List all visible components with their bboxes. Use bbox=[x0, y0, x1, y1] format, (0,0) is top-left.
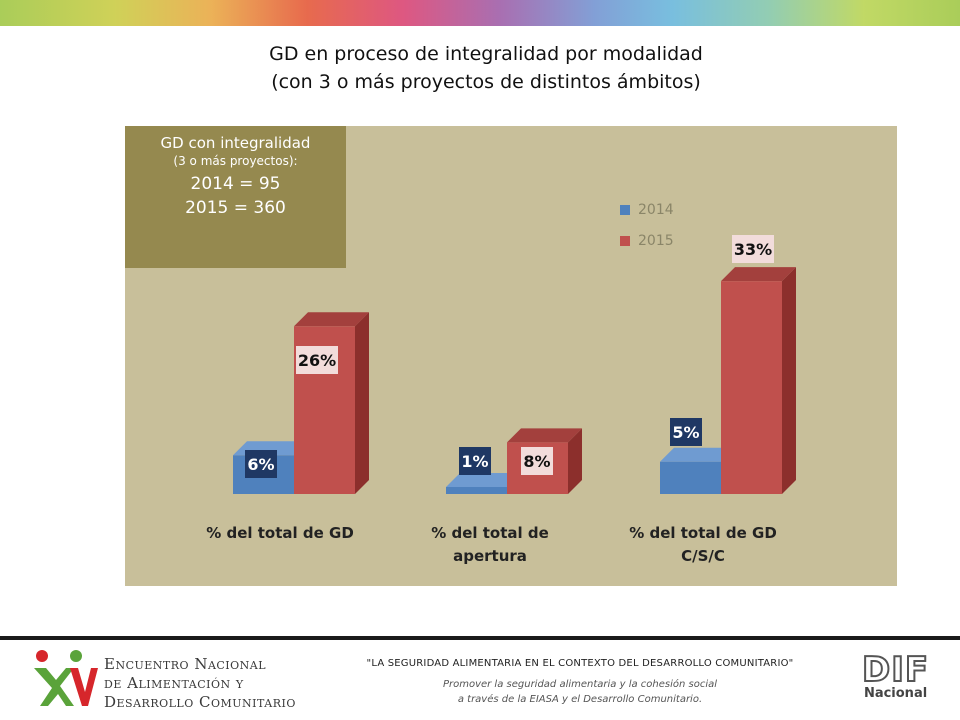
legend-item-2014: 2014 bbox=[620, 202, 674, 218]
info-line-2: (3 o más proyectos): bbox=[173, 154, 298, 168]
bar-2014-2-top bbox=[660, 447, 735, 462]
data-label-2015-1: 8% bbox=[523, 452, 550, 471]
footer bbox=[0, 640, 960, 720]
legend-label-2014: 2014 bbox=[638, 202, 674, 218]
bar-2015-0-side bbox=[355, 312, 369, 494]
data-label-2015-2: 33% bbox=[734, 240, 772, 259]
data-label-bg-2014-0 bbox=[245, 450, 277, 478]
title-line-2: (con 3 o más proyectos de distintos ámbi… bbox=[271, 71, 701, 93]
bar-2014-1-top bbox=[446, 473, 521, 487]
category-label-csc: % del total de GD C/S/C bbox=[629, 524, 777, 565]
info-line-3: 2014 = 95 bbox=[190, 174, 281, 194]
category-label-apertura: % del total de apertura bbox=[431, 524, 549, 565]
legend-label-2015: 2015 bbox=[638, 233, 674, 249]
data-label-bg-2014-1 bbox=[459, 447, 491, 475]
event-line-1: Encuentro Nacional bbox=[104, 655, 267, 673]
bar-2014-1 bbox=[446, 487, 507, 494]
info-line-1: GD con integralidad bbox=[160, 134, 311, 152]
title-line-1: GD en proceso de integralidad por modali… bbox=[269, 43, 703, 65]
data-label-2014-0: 6% bbox=[247, 455, 274, 474]
data-label-bg-2014-2 bbox=[670, 418, 702, 446]
integralidad-info-box: GD con integralidad (3 o más proyectos):… bbox=[125, 126, 346, 268]
motto-sub-1: Promover la seguridad alimentaria y la c… bbox=[442, 679, 718, 690]
data-label-bg-2015-0 bbox=[296, 346, 338, 374]
data-label-bg-2015-1 bbox=[521, 447, 553, 475]
data-label-2014-2: 5% bbox=[672, 423, 699, 442]
info-line-4: 2015 = 360 bbox=[185, 198, 286, 218]
legend-swatch-2014 bbox=[620, 205, 630, 215]
dif-logo-word: DIF bbox=[861, 650, 930, 690]
event-line-3: Desarrollo Comunitario bbox=[104, 693, 296, 711]
slide-title: GD en proceso de integralidad por modali… bbox=[0, 40, 960, 96]
event-name: Encuentro Nacional de Alimentación y Des… bbox=[104, 655, 296, 712]
data-label-2015-0: 26% bbox=[298, 351, 336, 370]
bar-2014-2 bbox=[660, 461, 721, 494]
top-color-stripe bbox=[0, 0, 960, 26]
dif-logo: DIF Nacional bbox=[861, 650, 930, 701]
xv-logo bbox=[34, 650, 98, 706]
footer-motto: "LA SEGURIDAD ALIMENTARIA EN EL CONTEXTO… bbox=[360, 656, 800, 707]
motto-sub-2: a través de la EIASA y el Desarrollo Com… bbox=[457, 694, 703, 705]
bar-2015-2-side bbox=[782, 267, 796, 494]
data-label-2014-1: 1% bbox=[461, 452, 488, 471]
motto-main: "LA SEGURIDAD ALIMENTARIA EN EL CONTEXTO… bbox=[366, 658, 794, 669]
data-label-bg-2015-2 bbox=[732, 235, 774, 263]
dif-logo-nacional: Nacional bbox=[863, 686, 928, 701]
bar-2015-0-top bbox=[294, 312, 369, 327]
bar-2015-1-top bbox=[507, 428, 582, 443]
bar-2015-2 bbox=[721, 281, 782, 494]
legend-swatch-2015 bbox=[620, 236, 630, 246]
bar-2015-1-side bbox=[568, 428, 582, 494]
category-label-total-gd: % del total de GD bbox=[206, 524, 354, 542]
event-line-2: de Alimentación y bbox=[104, 674, 244, 692]
bar-2015-2-top bbox=[721, 267, 796, 282]
legend-item-2015: 2015 bbox=[620, 233, 674, 249]
footer-divider bbox=[0, 636, 960, 640]
